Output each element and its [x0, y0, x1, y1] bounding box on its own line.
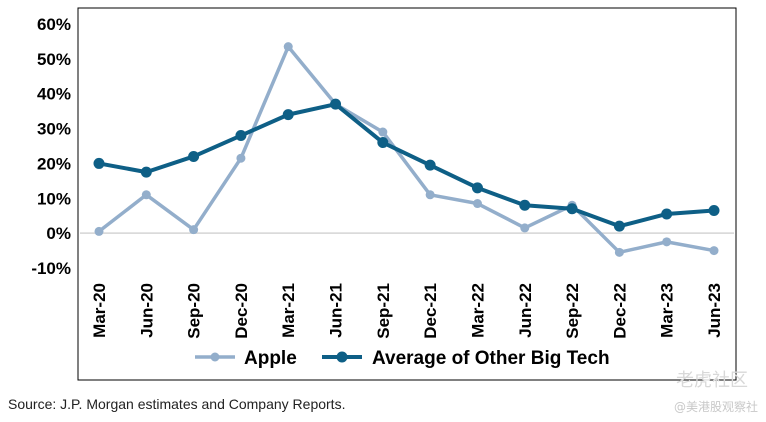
data-point: [141, 190, 151, 200]
legend-label: Average of Other Big Tech: [372, 348, 610, 369]
series-other-big-tech: [93, 98, 720, 232]
legend-label: Apple: [244, 348, 297, 369]
data-point: [189, 225, 199, 235]
data-point: [520, 223, 530, 233]
y-tick-label: 10%: [37, 189, 71, 208]
x-tick-label: Dec-22: [610, 283, 629, 339]
x-tick-label: Dec-20: [232, 283, 251, 339]
data-point: [236, 153, 246, 163]
legend-swatch-marker: [210, 352, 220, 362]
data-point: [662, 237, 672, 247]
y-tick-label: 60%: [37, 15, 71, 34]
y-tick-label: 0%: [46, 224, 71, 243]
legend-swatch-marker: [336, 351, 348, 363]
y-tick-label: -10%: [31, 259, 71, 278]
x-tick-label: Sep-21: [374, 283, 393, 339]
data-point: [708, 204, 720, 216]
watermark-handle: @美港股观察社: [673, 400, 758, 414]
data-point: [377, 137, 389, 149]
data-point: [614, 247, 624, 257]
data-point: [94, 226, 104, 236]
x-tick-label: Jun-21: [327, 283, 346, 338]
data-point: [378, 127, 388, 137]
y-tick-label: 40%: [37, 85, 71, 104]
chart-frame: [77, 7, 737, 381]
data-point: [613, 220, 625, 232]
x-tick-label: Jun-23: [705, 283, 724, 338]
data-point: [235, 130, 247, 142]
legend-item: Average of Other Big Tech: [322, 348, 610, 369]
line-chart: 60% 50% 40% 30% 20% 10% 0% -10% Mar-20 Jun-20 Sep…: [31, 7, 737, 381]
x-tick-label: Sep-20: [185, 283, 204, 339]
data-point: [425, 190, 435, 200]
y-tick-label: 50%: [37, 50, 71, 69]
data-point: [140, 166, 152, 178]
source-note: Source: J.P. Morgan estimates and Compan…: [8, 396, 346, 412]
y-tick-label: 20%: [37, 154, 71, 173]
data-point: [471, 182, 483, 194]
x-tick-label: Sep-22: [563, 283, 582, 339]
data-point: [330, 98, 342, 110]
data-point: [93, 157, 105, 169]
watermark-text: 老虎社区: [676, 370, 748, 391]
legend-item: Apple: [195, 348, 297, 369]
x-tick-label: Jun-22: [516, 283, 535, 338]
data-point: [661, 208, 673, 220]
data-point: [566, 203, 578, 215]
data-point: [188, 150, 200, 162]
x-tick-label: Mar-22: [468, 283, 487, 338]
x-tick-label: Jun-20: [137, 283, 156, 338]
x-tick-label: Mar-20: [90, 283, 109, 338]
series-line: [97, 44, 715, 255]
x-tick-label: Mar-23: [658, 283, 677, 338]
y-tick-label: 30%: [37, 120, 71, 139]
series-line: [98, 102, 715, 229]
x-tick-label: Dec-21: [421, 283, 440, 339]
data-point: [472, 199, 482, 209]
data-point: [519, 199, 531, 211]
data-point: [283, 42, 293, 52]
data-point: [424, 159, 436, 171]
data-point: [709, 246, 719, 256]
legend: Apple Average of Other Big Tech: [195, 348, 610, 369]
data-point: [282, 109, 294, 121]
x-tick-label: Mar-21: [279, 283, 298, 338]
